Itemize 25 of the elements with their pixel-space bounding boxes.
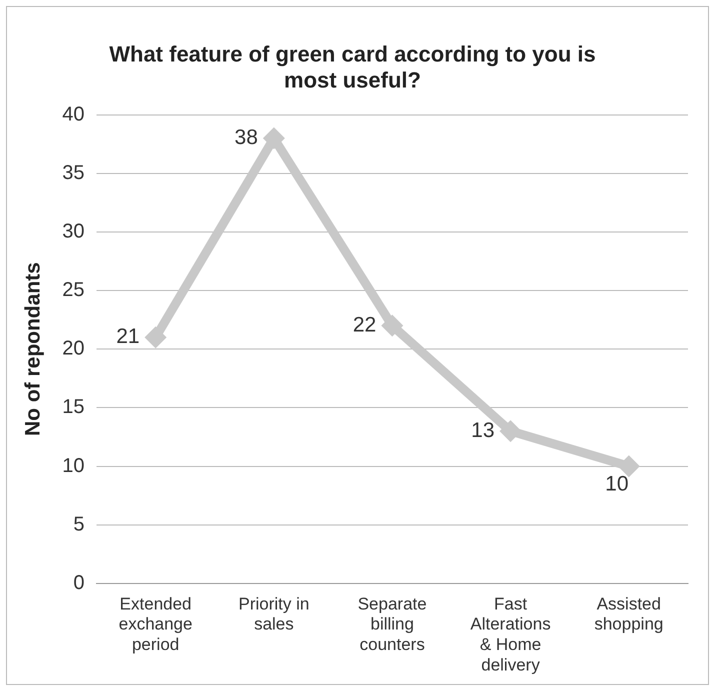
- point: [618, 455, 640, 478]
- y-tick-label: 30: [62, 220, 84, 242]
- y-axis-title: No of repondants: [21, 262, 44, 436]
- y-tick-label: 15: [62, 396, 84, 418]
- x-tick-label: Fast Alterations & Home delivery: [470, 594, 551, 674]
- data-label: 13: [471, 418, 495, 442]
- data-label: 21: [116, 325, 140, 348]
- point: [381, 314, 404, 337]
- chart-title: What feature of green card according to you is most useful?: [109, 41, 596, 93]
- x-tick-label: Separate billing counters: [358, 594, 427, 654]
- y-tick-label: 35: [62, 162, 84, 184]
- data-label: 38: [234, 126, 258, 150]
- x-tick-label: Extended exchange period: [118, 594, 192, 654]
- point: [144, 326, 167, 348]
- y-tick-label: 40: [62, 103, 84, 126]
- y-tick-label: 0: [73, 572, 84, 594]
- data-label: 10: [605, 472, 629, 496]
- point: [262, 127, 285, 150]
- y-tick-label: 10: [62, 454, 84, 477]
- y-tick-label: 5: [73, 513, 84, 536]
- y-tick-label: 25: [62, 279, 84, 302]
- x-tick-label: Priority in sales: [238, 594, 310, 634]
- x-tick-label: Assisted shopping: [594, 594, 664, 634]
- data-label: 22: [352, 313, 376, 336]
- y-tick-label: 20: [62, 338, 84, 360]
